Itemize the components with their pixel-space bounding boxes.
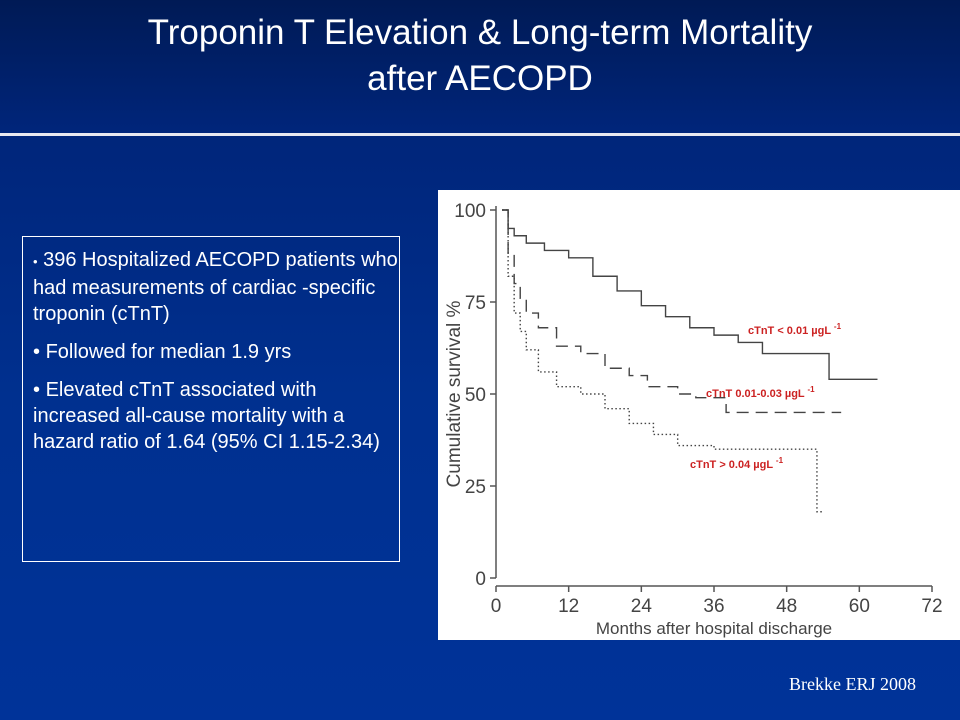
title-line-1: Troponin T Elevation & Long-term Mortali…	[147, 13, 813, 52]
survival-curve-2	[502, 209, 842, 414]
series-label: cTnT > 0.04 µgL -1	[690, 456, 784, 471]
title-line-2: after AECOPD	[367, 59, 593, 98]
slide-title: Troponin T Elevation & Long-term Mortali…	[20, 10, 940, 102]
citation: Brekke ERJ 2008	[789, 674, 916, 694]
bullet-box: • 396 Hospitalized AECOPD patients who h…	[22, 236, 400, 562]
bullet-text: Elevated cTnT associated with increased …	[33, 379, 380, 453]
bullet-item: • Elevated cTnT associated with increase…	[33, 377, 399, 455]
x-tick-label: 48	[776, 596, 797, 617]
x-tick-label: 60	[849, 596, 870, 617]
series-label-superscript: -1	[808, 385, 816, 394]
y-tick-label: 75	[465, 293, 486, 314]
y-axis-title: Cumulative survival %	[444, 300, 465, 487]
survival-curve-3	[502, 209, 823, 513]
x-tick-label: 24	[631, 596, 653, 617]
y-tick-label: 50	[465, 385, 486, 406]
bullet-item: • Followed for median 1.9 yrs	[33, 339, 399, 365]
survival-chart-panel: 0 25 50 75 100 0 12 24 36 48 60 72 Months after hosp…	[438, 190, 960, 640]
bullet-dot-icon: •	[33, 379, 41, 401]
series-label-superscript: -1	[776, 456, 784, 465]
bullet-text: 396 Hospitalized AECOPD patients who had…	[33, 249, 398, 325]
x-tick-label: 72	[921, 596, 942, 617]
series-label: cTnT < 0.01 µgL -1	[748, 322, 842, 337]
series-label-superscript: -1	[834, 322, 842, 331]
y-tick-label: 25	[465, 477, 486, 498]
x-tick-label: 0	[491, 596, 502, 617]
bullet-item: • 396 Hospitalized AECOPD patients who h…	[33, 247, 399, 327]
survival-curve-1	[502, 209, 878, 380]
y-tick-label: 100	[454, 201, 486, 222]
bullet-dot-icon: •	[33, 341, 41, 363]
x-axis-title: Months after hospital discharge	[596, 619, 832, 638]
survival-chart: 0 25 50 75 100 0 12 24 36 48 60 72 Months after hosp…	[444, 201, 943, 638]
y-tick-label: 0	[475, 569, 486, 590]
series-label: cTnT 0.01-0.03 µgL -1	[706, 385, 815, 400]
bullet-dot-icon: •	[33, 254, 38, 269]
x-tick-label: 12	[558, 596, 579, 617]
title-divider	[0, 133, 960, 136]
bullet-text: Followed for median 1.9 yrs	[45, 341, 292, 363]
x-tick-label: 36	[703, 596, 724, 617]
